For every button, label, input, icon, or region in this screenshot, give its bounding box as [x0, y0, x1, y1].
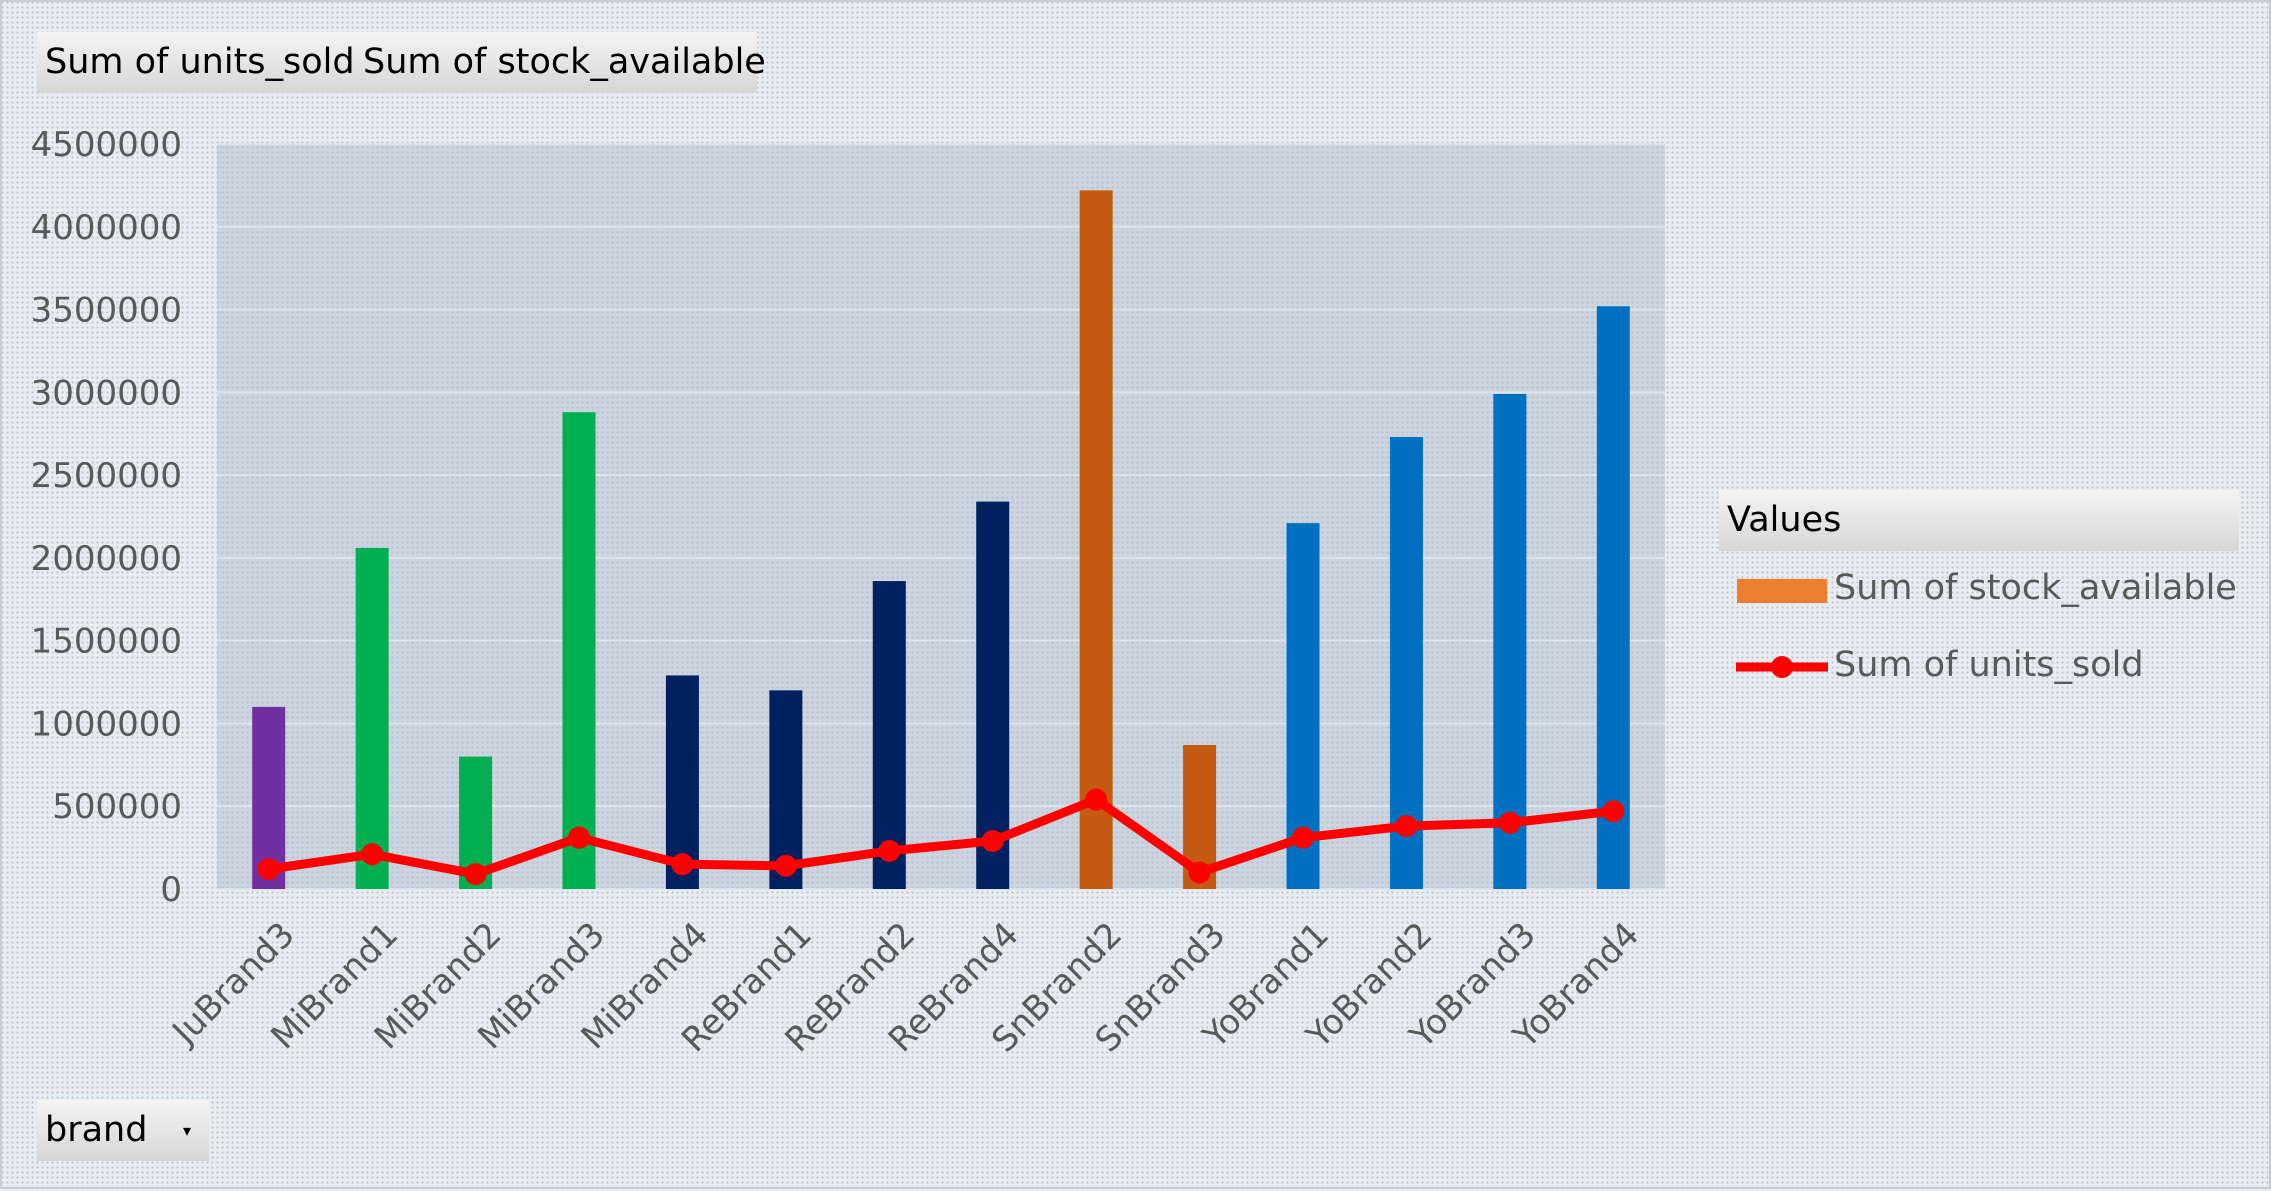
y-tick-label: 2500000: [31, 456, 182, 496]
brand-field-button[interactable]: brand ▾: [37, 1100, 209, 1161]
bar-SnBrand2: [1079, 190, 1113, 889]
bar-ReBrand2: [872, 581, 906, 889]
units-sold-line: [257, 788, 1625, 886]
point-ReBrand2: [878, 839, 901, 862]
point-MiBrand1: [361, 843, 384, 866]
legend-line-swatch: [1736, 656, 1828, 678]
y-tick-label: 4500000: [31, 125, 182, 165]
brand-field-label: brand: [45, 1110, 148, 1150]
point-SnBrand3: [1188, 861, 1211, 884]
legend-title: Values: [1719, 490, 2239, 551]
units-sold-field-button[interactable]: Sum of units_sold: [37, 32, 355, 93]
gridlines: [217, 143, 1665, 890]
y-tick-label: 2000000: [31, 539, 182, 579]
bar-YoBrand2: [1389, 437, 1423, 889]
bar-MiBrand3: [562, 412, 596, 889]
bar-ReBrand4: [976, 501, 1010, 889]
stock-available-field-button[interactable]: Sum of stock_available: [355, 32, 766, 93]
legend-bar-swatch: [1737, 579, 1827, 603]
y-tick-label: 0: [160, 870, 182, 910]
point-MiBrand2: [464, 863, 487, 886]
point-YoBrand3: [1498, 811, 1521, 834]
y-tick-label: 3500000: [31, 291, 182, 331]
y-tick-label: 1000000: [31, 704, 182, 744]
point-ReBrand4: [981, 829, 1004, 852]
y-tick-label: 3000000: [31, 373, 182, 413]
y-tick-label: 500000: [52, 787, 182, 827]
y-tick-label: 4000000: [31, 208, 182, 248]
point-YoBrand1: [1292, 826, 1314, 849]
point-SnBrand2: [1085, 788, 1108, 811]
dropdown-arrow-icon: ▾: [182, 1121, 191, 1140]
point-YoBrand2: [1395, 815, 1418, 838]
legend-entry-units-sold: Sum of units_sold: [1834, 645, 2144, 685]
y-axis-ticks: 0 500000 1000000 1500000 2000000 2500000 30000…: [31, 125, 182, 910]
point-MiBrand4: [671, 853, 694, 876]
plot-area: [217, 144, 1665, 889]
bar-YoBrand4: [1596, 306, 1630, 889]
point-ReBrand1: [774, 854, 797, 877]
bar-YoBrand3: [1493, 393, 1527, 889]
point-JuBrand3: [257, 858, 280, 881]
bar-MiBrand1: [355, 547, 389, 889]
point-MiBrand3: [568, 826, 590, 849]
point-YoBrand4: [1602, 800, 1625, 823]
x-axis-ticks: JuBrand3MiBrand1MiBrand2MiBrand3MiBrand4…: [164, 915, 1648, 1061]
y-tick-label: 1500000: [31, 622, 182, 662]
units-sold-polyline: [268, 795, 1614, 879]
legend-entry-stock-available: Sum of stock_available: [1834, 568, 2237, 608]
